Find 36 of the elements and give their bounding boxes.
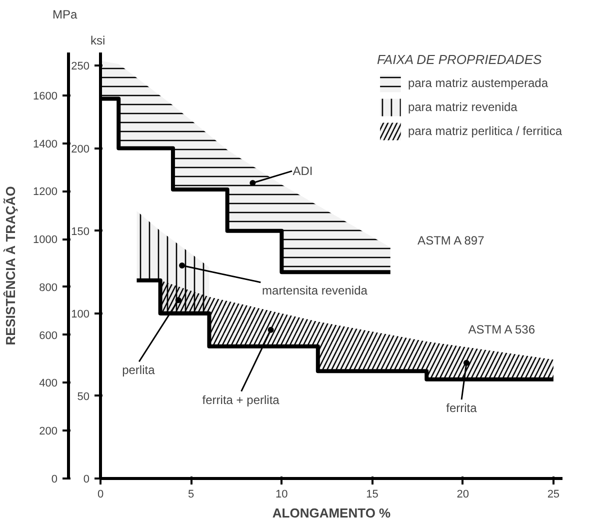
- annotation: martensita revenida: [262, 284, 368, 298]
- legend-label: para matriz perlitica / ferritica: [408, 124, 562, 138]
- y2-tick-label: 400: [39, 378, 58, 390]
- annotation: ADI: [292, 164, 313, 178]
- x-axis-title: ALONGAMENTO %: [272, 506, 392, 520]
- y2-tick-label: 1000: [33, 234, 58, 246]
- x-tick-label: 10: [276, 488, 288, 500]
- y-tick-label: 150: [71, 226, 90, 238]
- y2-tick-label: 1400: [33, 138, 58, 150]
- y-tick-label: 250: [71, 60, 90, 73]
- text: MPa: [52, 8, 78, 22]
- y2-tick-label: 0: [51, 474, 58, 486]
- legend-label: para matriz revenida: [408, 100, 518, 114]
- annotation: ferrita: [446, 400, 478, 415]
- x-tick-label: 20: [456, 488, 469, 500]
- annotation: ASTM A 536: [468, 322, 536, 336]
- x-tick-label: 15: [366, 488, 378, 500]
- annotation: ferrita + perlita: [202, 392, 280, 407]
- annotation: ASTM A 897: [418, 233, 485, 248]
- y2-tick-label: 1600: [33, 90, 58, 102]
- y2-axis-title: RESISTÊNCIA À TRAÇÃO: [3, 186, 18, 346]
- x-tick-label: 5: [188, 488, 194, 500]
- x-tick-label: 25: [547, 488, 560, 500]
- y-tick-label: 100: [71, 308, 90, 320]
- annotation: perlita: [122, 363, 156, 378]
- y-tick-label: 0: [83, 474, 90, 486]
- y2-tick-label: 200: [39, 426, 58, 438]
- y-axis-title: ksi: [90, 34, 106, 48]
- legend-label: para matriz austemperada: [408, 76, 548, 90]
- y-tick-label: 200: [71, 143, 90, 156]
- y2-tick-label: 800: [39, 282, 58, 294]
- y2-tick-label: 600: [39, 330, 58, 342]
- y-tick-label: 50: [77, 390, 90, 403]
- legend-title: FAIXA DE PROPRIEDADES: [376, 52, 543, 67]
- y2-tick-label: 1200: [33, 186, 58, 198]
- x-tick-label: 0: [97, 488, 104, 500]
